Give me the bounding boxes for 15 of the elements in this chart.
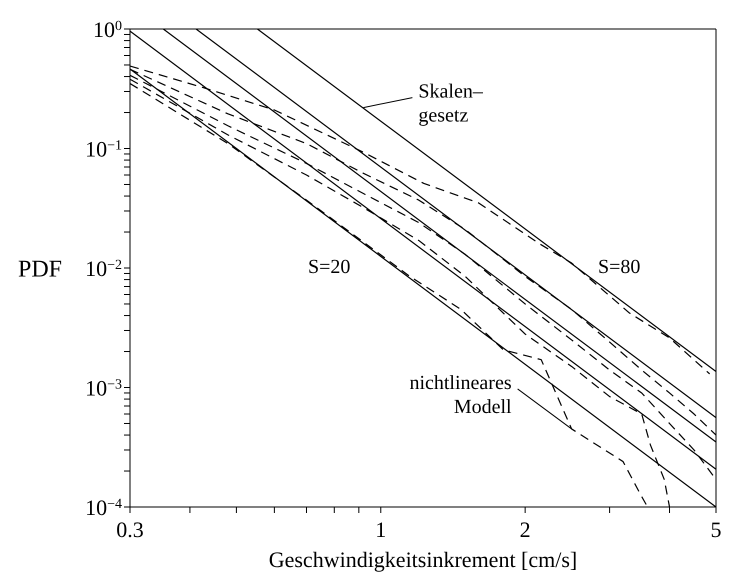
- y-tick-label: 10$^{0}$: [93, 17, 122, 42]
- annotation: Skalen– gesetz: [418, 80, 484, 127]
- y-tick-label: 10$^{−2}$: [85, 256, 122, 281]
- annotation: S=20: [308, 256, 350, 278]
- y-tick-label: 10$^{−1}$: [85, 136, 122, 162]
- x-tick-label: 1: [375, 517, 386, 542]
- annotation: S=80: [598, 256, 640, 278]
- x-tick-label: 5: [710, 517, 722, 542]
- y-tick-label: 10$^{−4}$: [85, 495, 122, 520]
- x-tick-label: 0.3: [116, 517, 144, 542]
- x-axis-title: Geschwindigkeitsinkrement [cm/s]: [268, 547, 578, 572]
- y-axis-title: PDF: [18, 256, 62, 283]
- x-tick-label: 2: [520, 517, 531, 542]
- annotation: nichtlineares Modell: [409, 372, 512, 418]
- y-tick-label: 10$^{−3}$: [85, 376, 122, 400]
